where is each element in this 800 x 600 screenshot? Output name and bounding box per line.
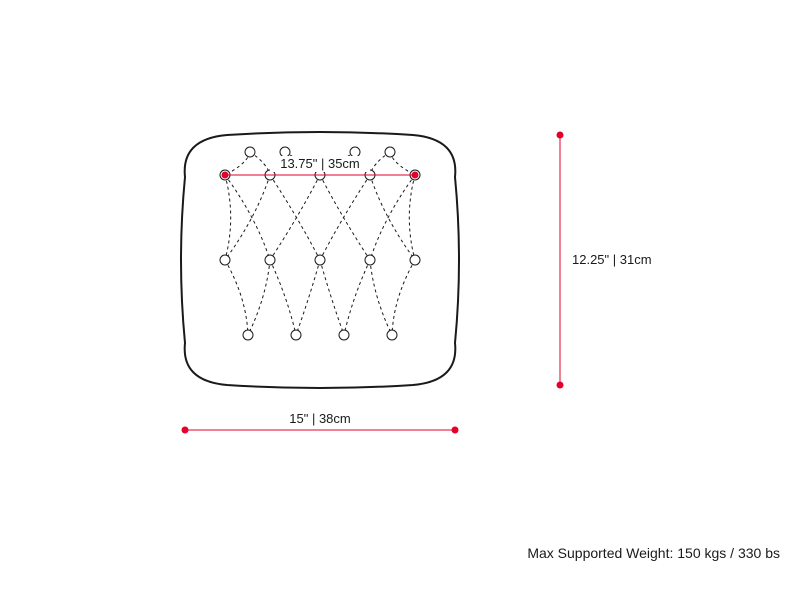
dimension-label: 12.25" | 31cm <box>572 252 652 267</box>
dimension-top-width: 13.75" | 35cm <box>222 156 419 179</box>
max-weight-note: Max Supported Weight: 150 kgs / 330 bs <box>527 545 780 561</box>
tuft-button <box>220 255 230 265</box>
tuft-button <box>387 330 397 340</box>
dimension-label: 13.75" | 35cm <box>280 156 360 171</box>
dimension-right-height: 12.25" | 31cm <box>557 132 652 389</box>
tuft-button <box>385 147 395 157</box>
dimension-label: 15" | 38cm <box>289 411 350 426</box>
tuft-button <box>315 255 325 265</box>
tuft-button <box>243 330 253 340</box>
tufting-buttons <box>220 147 420 340</box>
tuft-button <box>265 255 275 265</box>
tuft-button <box>291 330 301 340</box>
tuft-button <box>410 255 420 265</box>
tuft-button <box>245 147 255 157</box>
dimension-bottom-width: 15" | 38cm <box>182 411 459 434</box>
tuft-button <box>339 330 349 340</box>
dimension-diagram: 13.75" | 35cm 15" | 38cm 12.25" | 31cm Max … <box>0 0 800 600</box>
tuft-button <box>365 255 375 265</box>
